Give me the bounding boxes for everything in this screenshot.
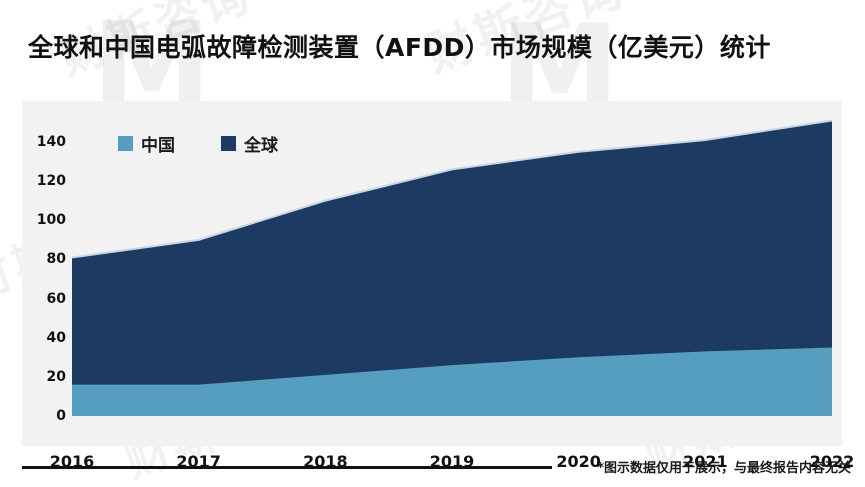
y-axis-tick-label: 140 [36,134,66,150]
y-axis-tick-label: 0 [56,408,66,424]
series-top-edge [72,120,832,257]
chart-legend: 中国 全球 [118,131,278,156]
chart-panel: 中国 全球 0 20 40 60 80 100 120 140 [22,101,842,446]
y-axis-tick-label: 40 [46,329,66,346]
plot-area [72,101,832,446]
area-series-global [72,120,832,416]
stacked-area-chart [72,101,832,416]
footnote-text: *图示数据仅用于展示，与最终报告内容无关 [597,461,851,476]
legend-item-global[interactable]: 全球 [221,131,278,156]
y-axis-tick-label: 20 [46,368,66,385]
legend-swatch-icon [221,136,236,151]
y-axis-tick-label: 100 [36,212,66,229]
chart-title: 全球和中国电弧故障检测装置（AFDD）市场规模（亿美元）统计 [28,33,771,62]
y-axis: 0 20 40 60 80 100 120 140 [22,101,74,446]
legend-item-china[interactable]: 中国 [118,131,175,156]
footnote-divider [22,466,552,469]
y-axis-tick-label: 60 [46,290,66,307]
y-axis-tick-label: 120 [36,173,66,190]
legend-label: 全球 [244,136,278,156]
y-axis-tick-label: 80 [46,251,66,268]
area-series-china [72,347,832,416]
x-axis-tick-label: 2021 [683,452,728,471]
x-axis-tick-label: 2022 [809,452,855,471]
legend-label: 中国 [141,136,175,156]
legend-swatch-icon [118,136,133,151]
x-axis-tick-label: 2020 [556,452,601,471]
